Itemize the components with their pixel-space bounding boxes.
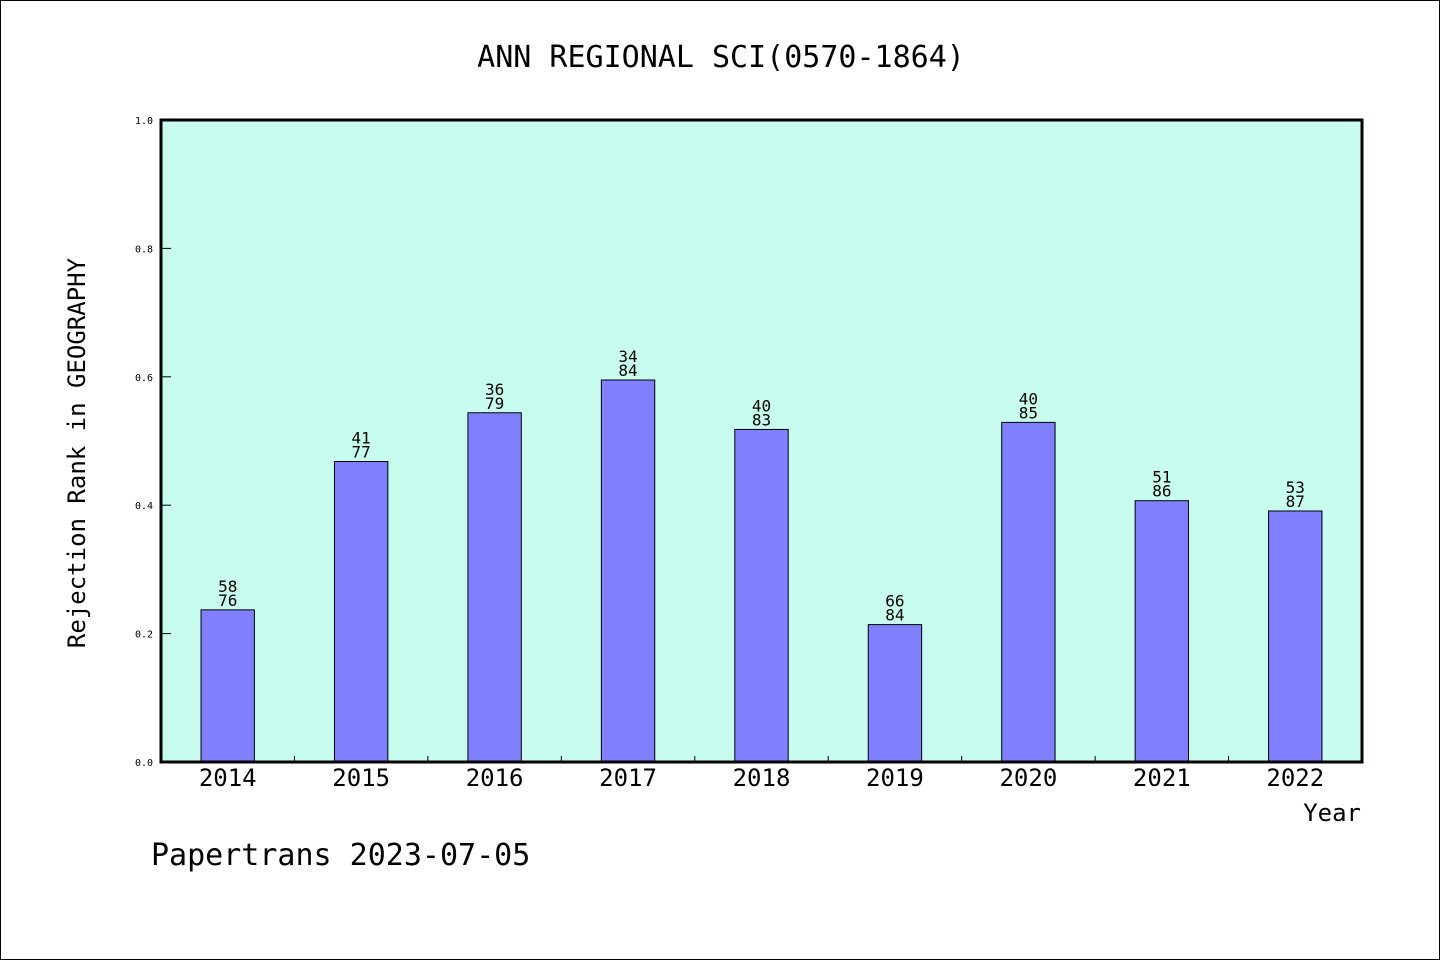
chart-title: ANN REGIONAL SCI(0570-1864): [477, 40, 965, 75]
bar-label-top: 66: [885, 592, 904, 611]
bar-2018: [734, 428, 789, 763]
bar-label-bottom: 79: [485, 394, 504, 413]
x-axis-label: Year: [1303, 799, 1361, 827]
bar-label-bottom: 85: [1019, 403, 1038, 422]
x-tick-label: 2022: [1266, 764, 1324, 792]
bar-2014: [200, 609, 255, 763]
bar-label-top: 34: [618, 347, 637, 366]
footer-text: Papertrans 2023-07-05: [151, 838, 530, 873]
bar-2015: [333, 461, 389, 763]
y-tick-label: 0.6: [135, 373, 153, 384]
bar-label-bottom: 84: [618, 361, 637, 380]
y-tick-label: 0.2: [135, 630, 153, 641]
bar-2021: [1134, 500, 1190, 763]
bar-label-bottom: 77: [352, 443, 371, 462]
bar-label-bottom: 86: [1152, 482, 1171, 501]
x-tick-label: 2021: [1133, 764, 1191, 792]
y-tick-label: 1.0: [135, 116, 153, 127]
y-tick-label: 0.8: [135, 244, 153, 255]
y-axis-label: Rejection Rank in GEOGRAPHY: [63, 257, 91, 648]
bar-label-top: 40: [1019, 389, 1038, 408]
bar-2016: [467, 412, 522, 763]
bar-2022: [1268, 510, 1323, 763]
x-tick-label: 2015: [332, 764, 390, 792]
bar-label-bottom: 76: [218, 591, 237, 610]
bar-label-top: 41: [352, 429, 371, 448]
bar-2020: [1001, 421, 1056, 763]
bar-label-top: 36: [485, 380, 504, 399]
bar-label-top: 40: [752, 396, 771, 415]
bar-label-bottom: 84: [885, 606, 904, 625]
x-tick-label: 2018: [733, 764, 791, 792]
bar-label-top: 58: [218, 577, 237, 596]
bar-label-bottom: 87: [1286, 492, 1305, 511]
x-tick-label: 2020: [999, 764, 1057, 792]
x-axis-ticks: 2014 2015 2016 2017 2018 2019 2020 2021 2022: [199, 756, 1324, 792]
x-tick-label: 2019: [866, 764, 924, 792]
bar-label-bottom: 83: [752, 410, 771, 429]
y-tick-label: 0.0: [135, 758, 153, 769]
bars-group: [200, 379, 1323, 763]
bar-label-top: 53: [1286, 478, 1305, 497]
x-tick-label: 2017: [599, 764, 657, 792]
plot-border: [159, 118, 1364, 764]
x-tick-label: 2016: [466, 764, 524, 792]
bar-2017: [600, 379, 656, 763]
y-tick-label: 0.4: [135, 501, 153, 512]
bar-2019: [867, 624, 923, 763]
x-tick-label: 2014: [199, 764, 257, 792]
bar-label-top: 51: [1152, 468, 1171, 487]
